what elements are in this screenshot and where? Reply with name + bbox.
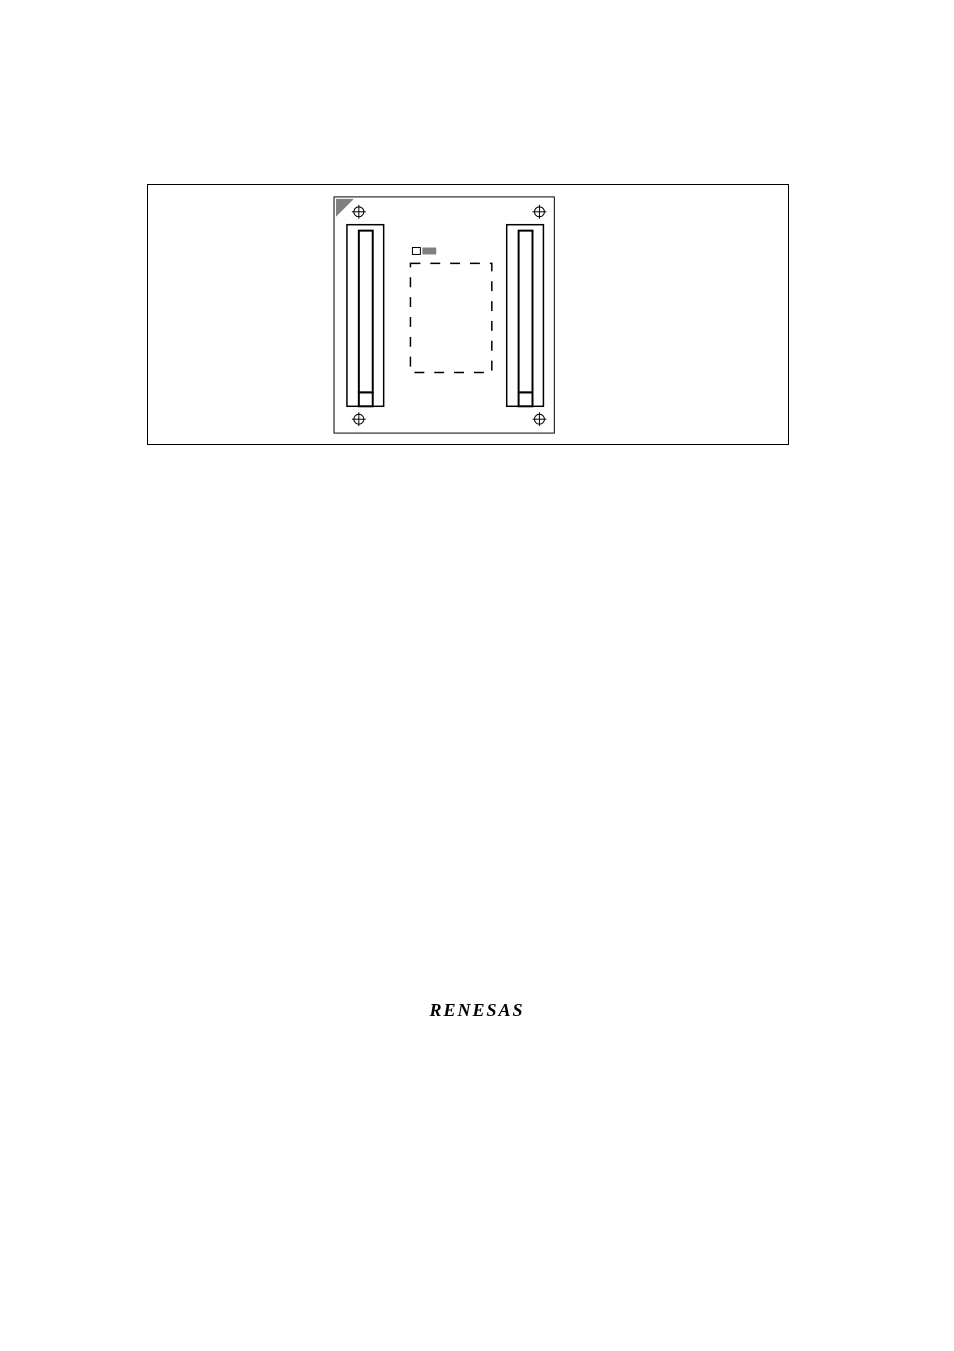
screw-hole-2 bbox=[352, 412, 366, 426]
pcb-diagram bbox=[148, 185, 788, 444]
chip-dashed-outline bbox=[410, 263, 491, 372]
chip-pin1-mark-1 bbox=[422, 248, 436, 255]
page: RENESAS bbox=[0, 0, 954, 1351]
screw-hole-1 bbox=[533, 205, 547, 219]
chip-pin1-mark-0 bbox=[412, 248, 420, 255]
board-outline bbox=[334, 197, 554, 433]
renesas-logo: RENESAS bbox=[429, 1000, 524, 1021]
connector-right bbox=[507, 225, 544, 407]
pin1-triangle bbox=[336, 199, 354, 217]
connector-left bbox=[347, 225, 384, 407]
screw-hole-3 bbox=[533, 412, 547, 426]
figure-frame bbox=[147, 184, 789, 445]
screw-hole-0 bbox=[352, 205, 366, 219]
